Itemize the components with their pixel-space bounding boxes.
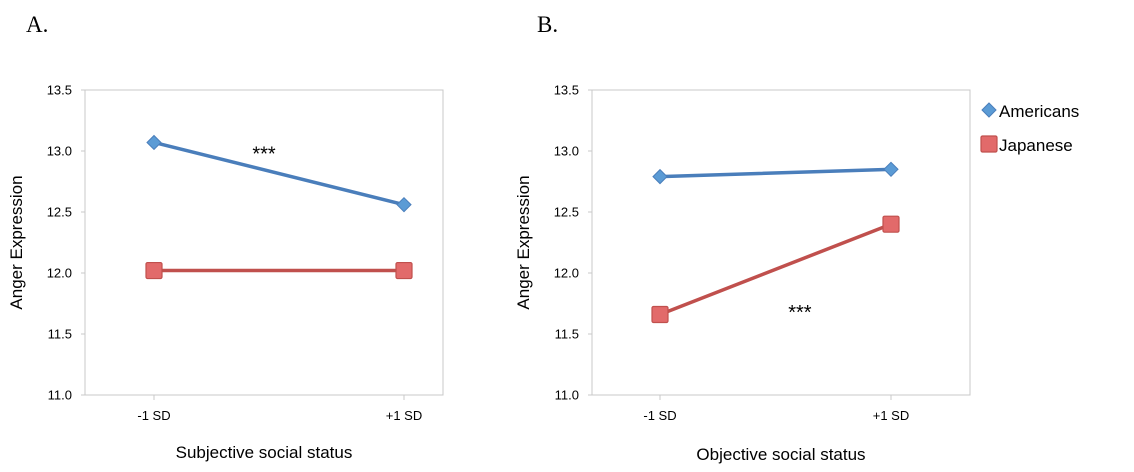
panel-2-plot-frame [591, 89, 971, 396]
panel-2-label: B. [537, 12, 558, 37]
legend-japanese-label: Japanese [999, 136, 1073, 155]
panel-1-y-tick-label: 12.5 [47, 205, 72, 220]
panel-2-y-axis-title: Anger Expression [514, 175, 533, 309]
panel-2-x-axis-title: Objective social status [696, 445, 865, 464]
panel-2-x-tick-label: +1 SD [873, 408, 910, 423]
panel-1-significance-annotation: *** [252, 144, 276, 166]
panel-2-japanese-line [658, 222, 893, 317]
panel-1-y-tick-label: 11.0 [48, 388, 72, 403]
panel-1-label: A. [26, 12, 48, 37]
legend-japanese-marker [980, 135, 998, 153]
panel-1-americans-point [396, 196, 412, 213]
panel-1-x-tick-label: -1 SD [137, 408, 170, 423]
panel-2-americans-point [883, 161, 899, 178]
panel-2-y-tick-label: 12.0 [554, 266, 579, 281]
panel-1-y-tick-label: 11.5 [48, 327, 72, 342]
panel-1-y-tick-label: 12.0 [47, 266, 72, 281]
panel-2-y-tick-label: 11.5 [555, 327, 579, 342]
panel-2-japanese-point [651, 305, 669, 324]
panel-2-y-tick-label: 12.5 [554, 205, 579, 220]
legend-americans-marker [981, 102, 997, 118]
panel-2-americans-line [658, 167, 893, 179]
panel-1-y-tick-label: 13.0 [47, 144, 72, 159]
panel-1-plot-frame [84, 89, 444, 396]
panel-1-japanese-point [145, 261, 163, 280]
panel-1-y-axis-title: Anger Expression [7, 175, 26, 309]
panel-1-x-axis-title: Subjective social status [176, 443, 353, 462]
panel-1-americans-line [152, 140, 406, 207]
legend-americans-label: Americans [999, 102, 1079, 121]
panel-2-x-tick-label: -1 SD [643, 408, 676, 423]
panel-1-americans-point [146, 134, 162, 151]
panel-2-y-tick-label: 13.5 [554, 83, 579, 98]
panel-2-y-tick-label: 13.0 [554, 144, 579, 159]
panel-2-significance-annotation: *** [788, 302, 812, 324]
panel-2-y-tick-label: 11.0 [555, 388, 579, 403]
panel-1-japanese-point [395, 261, 413, 280]
panel-1-y-tick-label: 13.5 [47, 83, 72, 98]
panel-1-x-tick-label: +1 SD [386, 408, 423, 423]
panel-2-japanese-point [882, 215, 900, 233]
panel-2-americans-point [652, 168, 668, 185]
